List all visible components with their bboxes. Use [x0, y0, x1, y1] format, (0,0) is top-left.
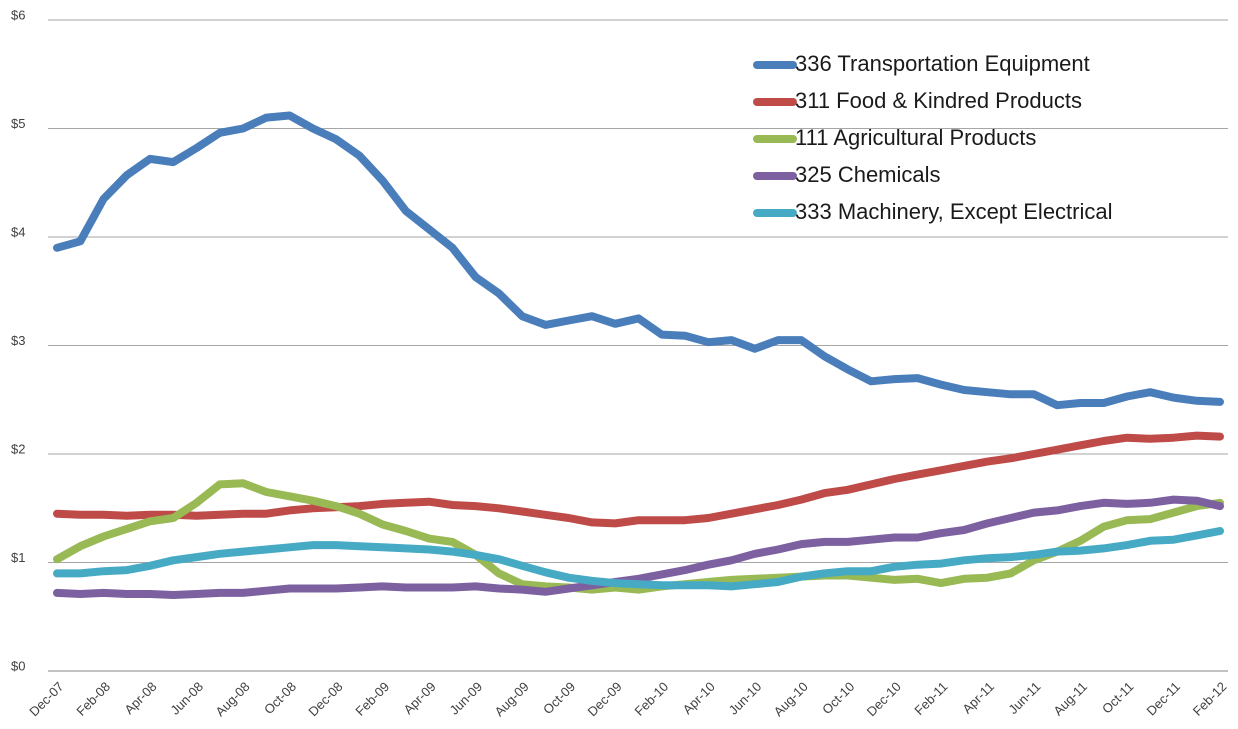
line-series — [53, 479, 1224, 594]
x-tick-label: Jun-10 — [726, 679, 765, 718]
x-tick-label: Oct-08 — [261, 679, 299, 717]
x-tick-label: Apr-10 — [680, 679, 718, 717]
line-series — [53, 495, 1224, 599]
x-tick-label: Dec-10 — [864, 679, 904, 719]
x-tick-label: Jun-09 — [447, 679, 486, 718]
y-tick-label: $1 — [11, 550, 25, 565]
y-tick-label: $0 — [11, 658, 25, 673]
x-tick-label: Aug-10 — [771, 679, 811, 719]
legend-label: 325 Chemicals — [795, 162, 941, 187]
x-tick-label: Feb-08 — [73, 679, 113, 719]
x-tick-label: Apr-08 — [121, 679, 159, 717]
line-series — [53, 431, 1224, 528]
x-tick-label: Jun-08 — [167, 679, 206, 718]
x-tick-label: Dec-08 — [305, 679, 345, 719]
y-tick-label: $2 — [11, 441, 25, 456]
x-tick-label: Aug-08 — [212, 679, 252, 719]
legend-label: 311 Food & Kindred Products — [795, 88, 1082, 113]
x-tick-label: Aug-11 — [1050, 679, 1090, 719]
x-tick-label: Dec-09 — [585, 679, 625, 719]
x-tick-label: Feb-11 — [911, 679, 950, 718]
x-tick-label: Apr-11 — [959, 679, 997, 717]
y-tick-label: $5 — [11, 116, 25, 131]
x-tick-label: Apr-09 — [401, 679, 439, 717]
x-tick-label: Aug-09 — [492, 679, 532, 719]
x-tick-label: Feb-10 — [632, 679, 672, 719]
y-tick-label: $6 — [11, 7, 25, 22]
x-tick-label: Oct-11 — [1099, 679, 1137, 717]
y-tick-label: $4 — [11, 224, 25, 239]
y-tick-label: $3 — [11, 333, 25, 348]
x-tick-label: Feb-12 — [1190, 679, 1230, 719]
x-tick-label: Oct-09 — [540, 679, 578, 717]
x-tick-label: Feb-09 — [352, 679, 392, 719]
line-series — [53, 111, 1224, 410]
legend-label: 111 Agricultural Products — [795, 125, 1036, 150]
x-tick-label: Dec-07 — [26, 679, 66, 719]
line-series — [53, 527, 1224, 591]
x-tick-label: Dec-11 — [1143, 679, 1183, 719]
legend-label: 336 Transportation Equipment — [795, 51, 1090, 76]
x-tick-label: Oct-10 — [819, 679, 857, 717]
x-tick-label: Jun-11 — [1005, 679, 1043, 717]
legend-label: 333 Machinery, Except Electrical — [795, 199, 1113, 224]
